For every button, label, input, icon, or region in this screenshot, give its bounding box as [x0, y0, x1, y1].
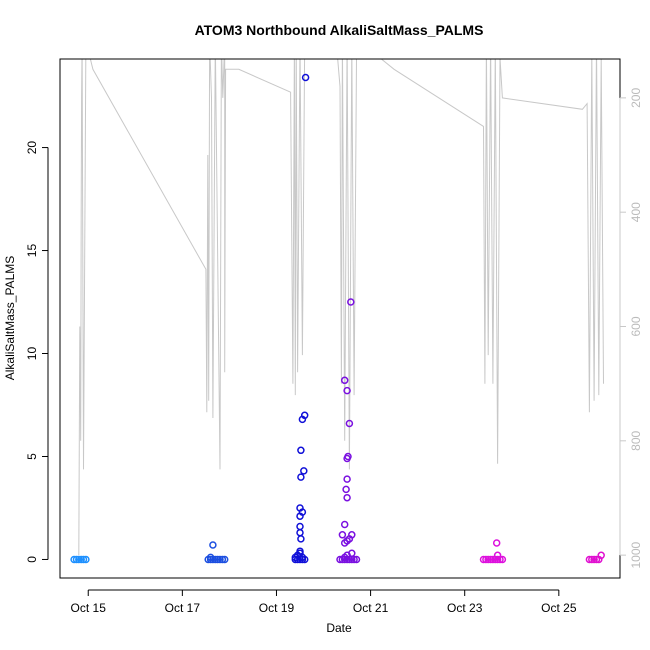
y-tick-label: 20: [25, 141, 39, 155]
y-tick-label: 0: [25, 556, 39, 563]
data-point-flight-1: [79, 555, 88, 564]
data-point-flight-4: [344, 452, 352, 461]
data-point-flight-5: [479, 555, 488, 564]
data-point-flight-5: [489, 555, 497, 564]
data-point-flight-2: [220, 555, 229, 564]
data-point-flight-3: [297, 446, 305, 455]
data-point-flight-5: [486, 555, 495, 564]
x-tick-label: Oct 19: [259, 601, 295, 615]
data-point-flight-4: [345, 419, 354, 428]
plot-area: Oct 15 Oct 17 Oct 19 Oct 21 Oct 23 Oct 25 0 5 10…: [25, 58, 643, 615]
data-point-flight-1: [70, 555, 78, 564]
x-tick-label: Oct 15: [71, 601, 107, 615]
chart-title: ATOM3 Northbound AlkaliSaltMass_PALMS: [195, 22, 484, 38]
data-point-flight-4: [350, 555, 358, 564]
y-tick-label: 10: [25, 347, 39, 361]
y-tick-label: 5: [25, 453, 39, 460]
data-point-flight-6: [590, 555, 598, 564]
x-tick-label: Oct 25: [541, 601, 577, 615]
data-point-flight-4: [342, 485, 350, 494]
data-point-flight-5: [482, 555, 490, 564]
data-point-flight-5: [498, 555, 507, 564]
data-point-flight-4: [338, 531, 347, 539]
pressure-trace-line: [78, 59, 604, 556]
data-point-flight-4: [352, 555, 361, 564]
data-point-flight-1: [72, 555, 81, 564]
data-point-flight-5: [492, 539, 501, 547]
y-tick-label: 15: [25, 244, 39, 258]
data-point-flight-4: [347, 298, 355, 306]
data-point-flight-3: [296, 522, 304, 531]
data-point-flight-2: [206, 553, 215, 562]
y2-tick-label: 1000: [629, 541, 643, 568]
data-point-flight-4: [343, 386, 351, 395]
y-axis-label: AlkaliSaltMass_PALMS: [3, 256, 17, 381]
data-point-flight-4: [348, 549, 356, 558]
data-point-flight-5: [493, 551, 502, 560]
data-point-flight-6: [588, 555, 596, 564]
data-point-flight-5: [493, 555, 502, 564]
data-point-flight-5: [484, 555, 492, 564]
y2-tick-label: 400: [629, 202, 643, 222]
x-tick-label: Oct 17: [165, 601, 201, 615]
data-point-flight-3: [300, 411, 309, 420]
data-point-flight-3: [291, 553, 300, 562]
data-point-flight-6: [592, 555, 601, 564]
data-point-flight-2: [216, 555, 224, 564]
data-point-flight-4: [340, 553, 349, 562]
data-point-flight-4: [340, 376, 349, 385]
data-point-flight-2: [218, 555, 227, 564]
data-point-flight-6: [585, 555, 594, 564]
data-point-flight-4: [343, 493, 351, 502]
data-point-flight-3: [298, 553, 307, 562]
data-point-flight-2: [209, 541, 217, 549]
y2-tick-label: 600: [629, 316, 643, 336]
y2-tick-label: 200: [629, 88, 643, 108]
data-point-flight-3: [301, 73, 310, 82]
data-point-flight-4: [343, 475, 351, 483]
x-axis-label: Date: [326, 621, 352, 635]
data-point-flight-3: [300, 467, 308, 475]
data-point-flight-3: [297, 473, 305, 481]
x-tick-label: Oct 23: [447, 601, 483, 615]
data-point-flight-1: [75, 555, 83, 564]
data-point-flight-1: [77, 555, 85, 564]
data-point-flight-6: [597, 551, 605, 560]
data-point-flight-2: [213, 555, 222, 564]
data-point-flight-3: [296, 547, 304, 555]
data-point-flight-4: [340, 520, 349, 529]
data-point-flight-3: [296, 504, 304, 512]
y2-tick-label: 800: [629, 430, 643, 450]
data-point-flight-1: [82, 555, 90, 564]
data-point-flight-4: [348, 531, 356, 539]
x-tick-label: Oct 21: [353, 601, 389, 615]
